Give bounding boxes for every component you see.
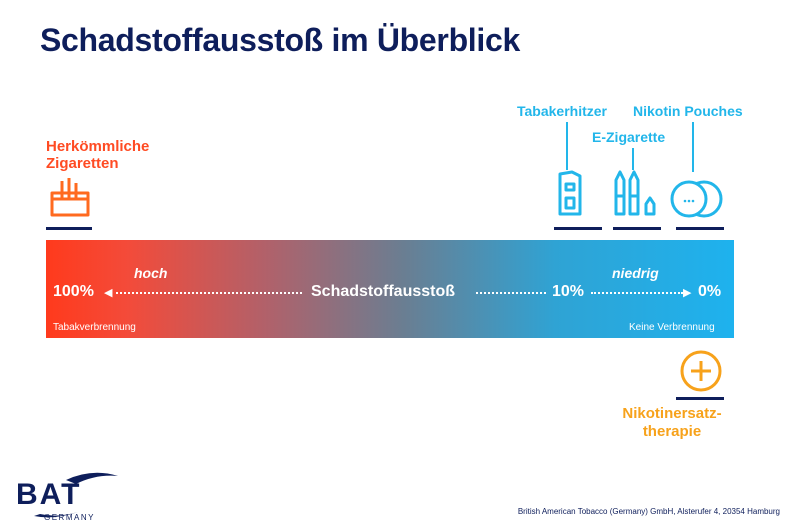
e-cigarette-icon (614, 170, 656, 216)
nrt-label-line2: therapie (642, 423, 702, 440)
scale-left-caption: Tabakverbrennung (53, 322, 136, 333)
scale-zero-percent: 0% (698, 283, 722, 300)
cigarette-pack-icon (50, 178, 90, 217)
heater-connector (566, 122, 568, 170)
dotted-line-middle (476, 292, 546, 294)
heater-underline (554, 227, 602, 230)
dotted-line-left (116, 292, 302, 294)
bat-logo-sub: GERMANY (44, 513, 95, 522)
scale-high-word: hoch (134, 265, 168, 281)
scale-high-percent: 100% (53, 283, 94, 300)
scale-low-word: niedrig (612, 265, 659, 281)
nrt-underline (676, 397, 724, 400)
tobacco-heater-icon (558, 170, 582, 216)
plus-circle-icon (680, 350, 722, 392)
cigarettes-label: Herkömmliche Zigaretten (46, 138, 149, 172)
nrt-label-line1: Nikotinersatz- (622, 405, 722, 422)
dotted-line-right (591, 292, 683, 294)
heater-label: Tabakerhitzer (517, 103, 607, 119)
pouches-label: Nikotin Pouches (633, 103, 743, 119)
ecig-underline (613, 227, 661, 230)
footer-address: British American Tobacco (Germany) GmbH,… (517, 507, 780, 516)
scale-center-label: Schadstoffausstoß (311, 283, 456, 300)
scale-right-caption: Keine Verbrennung (629, 322, 715, 333)
nicotine-pouches-icon (670, 180, 723, 218)
pouches-connector (692, 122, 694, 172)
pouches-underline (676, 227, 724, 230)
cigarettes-underline (46, 227, 92, 230)
cigarettes-label-line2: Zigaretten (46, 155, 119, 172)
bat-logo-text: BAT (16, 478, 82, 511)
nrt-label: Nikotinersatz- therapie (610, 405, 734, 441)
ecig-label: E-Zigarette (592, 129, 666, 145)
arrow-left-icon: ◀ (104, 287, 113, 299)
arrow-right-icon: ▶ (683, 287, 692, 299)
bat-swoosh-icon (34, 472, 118, 518)
bat-logo: BAT GERMANY (14, 468, 124, 529)
emission-scale-bar (46, 240, 734, 338)
scale-low-percent: 10% (552, 283, 585, 300)
ecig-connector (632, 148, 634, 170)
page-title: Schadstoffausstoß im Überblick (40, 22, 520, 58)
cigarettes-label-line1: Herkömmliche (46, 138, 150, 155)
